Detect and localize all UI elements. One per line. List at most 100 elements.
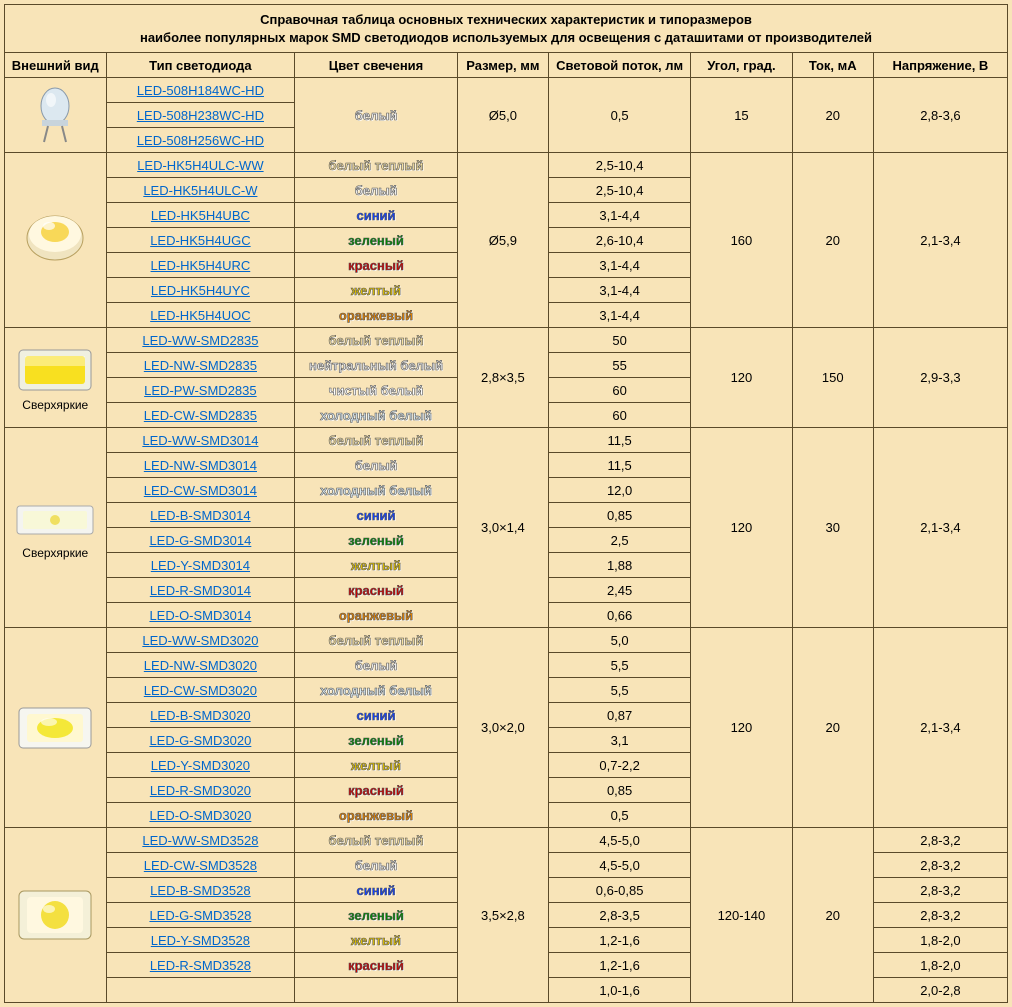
size-cell: 2,8×3,5 — [457, 328, 548, 428]
flux-cell: 3,1-4,4 — [549, 253, 691, 278]
type-cell: LED-PW-SMD2835 — [106, 378, 295, 403]
color-cell: чистый белый — [295, 378, 457, 403]
flux-cell: 0,5 — [549, 803, 691, 828]
color-cell: белый теплый — [295, 628, 457, 653]
current-cell: 20 — [792, 78, 873, 153]
type-cell: LED-Y-SMD3014 — [106, 553, 295, 578]
voltage-cell: 2,8-3,2 — [873, 853, 1007, 878]
color-cell: синий — [295, 503, 457, 528]
size-cell: 3,5×2,8 — [457, 828, 548, 1003]
flux-cell: 2,5-10,4 — [549, 153, 691, 178]
led-type-link[interactable]: LED-B-SMD3014 — [150, 508, 250, 523]
led-type-link[interactable]: LED-CW-SMD3528 — [144, 858, 257, 873]
led-type-link[interactable]: LED-B-SMD3020 — [150, 708, 250, 723]
led-type-link[interactable]: LED-O-SMD3020 — [149, 808, 251, 823]
type-cell: LED-B-SMD3014 — [106, 503, 295, 528]
angle-cell: 120 — [691, 628, 793, 828]
color-label: красный — [348, 958, 404, 973]
led-type-link[interactable]: LED-HK5H4UGC — [150, 233, 250, 248]
color-label: белый — [355, 858, 398, 873]
flux-cell: 11,5 — [549, 428, 691, 453]
led-type-link[interactable]: LED-CW-SMD3020 — [144, 683, 257, 698]
color-label: зеленый — [348, 233, 404, 248]
led-type-link[interactable]: LED-WW-SMD3020 — [142, 633, 258, 648]
led-type-link[interactable]: LED-508H184WC-HD — [137, 83, 264, 98]
color-cell: зеленый — [295, 528, 457, 553]
led-type-link[interactable]: LED-508H238WC-HD — [137, 108, 264, 123]
color-cell: зеленый — [295, 228, 457, 253]
type-cell: LED-NW-SMD3020 — [106, 653, 295, 678]
led-type-link[interactable]: LED-WW-SMD3528 — [142, 833, 258, 848]
led-type-link[interactable]: LED-HK5H4UBC — [151, 208, 250, 223]
table-title: Справочная таблица основных технических … — [5, 5, 1008, 53]
header-size: Размер, мм — [457, 53, 548, 78]
led-type-link[interactable]: LED-WW-SMD3014 — [142, 433, 258, 448]
color-cell: зеленый — [295, 728, 457, 753]
led-type-link[interactable]: LED-B-SMD3528 — [150, 883, 250, 898]
color-label: белый теплый — [328, 433, 423, 448]
type-cell: LED-NW-SMD2835 — [106, 353, 295, 378]
type-cell: LED-WW-SMD3020 — [106, 628, 295, 653]
type-cell: LED-HK5H4ULC-WW — [106, 153, 295, 178]
image-cell — [5, 828, 107, 1003]
flux-cell: 12,0 — [549, 478, 691, 503]
header-current: Ток, мА — [792, 53, 873, 78]
led-type-link[interactable]: LED-R-SMD3020 — [150, 783, 251, 798]
led-type-link[interactable]: LED-O-SMD3014 — [149, 608, 251, 623]
image-cell: Сверхяркие — [5, 328, 107, 428]
led-type-link[interactable]: LED-HK5H4UYC — [151, 283, 250, 298]
led-icon — [7, 883, 104, 947]
led-type-link[interactable]: LED-CW-SMD2835 — [144, 408, 257, 423]
color-cell: синий — [295, 703, 457, 728]
led-type-link[interactable]: LED-G-SMD3014 — [149, 533, 251, 548]
flux-cell: 4,5-5,0 — [549, 828, 691, 853]
led-type-link[interactable]: LED-R-SMD3014 — [150, 583, 251, 598]
color-label: белый — [355, 658, 398, 673]
led-icon — [7, 344, 104, 396]
led-type-link[interactable]: LED-NW-SMD2835 — [144, 358, 257, 373]
color-label: зеленый — [348, 533, 404, 548]
flux-cell: 1,88 — [549, 553, 691, 578]
led-type-link[interactable]: LED-Y-SMD3528 — [151, 933, 250, 948]
flux-cell: 3,1-4,4 — [549, 203, 691, 228]
color-label: оранжевый — [339, 308, 413, 323]
color-cell: белый — [295, 453, 457, 478]
image-cell — [5, 153, 107, 328]
color-label: холодный белый — [320, 683, 432, 698]
color-cell: зеленый — [295, 903, 457, 928]
led-type-link[interactable]: LED-CW-SMD3014 — [144, 483, 257, 498]
led-type-link[interactable]: LED-Y-SMD3014 — [151, 558, 250, 573]
color-label: белый теплый — [328, 833, 423, 848]
led-type-link[interactable]: LED-WW-SMD2835 — [142, 333, 258, 348]
led-type-link[interactable]: LED-NW-SMD3014 — [144, 458, 257, 473]
current-cell: 30 — [792, 428, 873, 628]
led-type-link[interactable]: LED-G-SMD3020 — [149, 733, 251, 748]
led-type-link[interactable]: LED-508H256WC-HD — [137, 133, 264, 148]
color-label: синий — [356, 883, 395, 898]
led-type-link[interactable]: LED-HK5H4UOC — [150, 308, 250, 323]
led-type-link[interactable]: LED-Y-SMD3020 — [151, 758, 250, 773]
flux-cell: 0,5 — [549, 78, 691, 153]
led-type-link[interactable]: LED-R-SMD3528 — [150, 958, 251, 973]
angle-cell: 120-140 — [691, 828, 793, 1003]
voltage-cell: 2,1-3,4 — [873, 428, 1007, 628]
led-type-link[interactable]: LED-G-SMD3528 — [149, 908, 251, 923]
voltage-cell: 1,8-2,0 — [873, 928, 1007, 953]
color-cell: белый — [295, 78, 457, 153]
color-label: белый — [355, 183, 398, 198]
color-cell: желтый — [295, 553, 457, 578]
led-type-link[interactable]: LED-NW-SMD3020 — [144, 658, 257, 673]
size-cell: Ø5,9 — [457, 153, 548, 328]
color-cell: холодный белый — [295, 403, 457, 428]
image-caption: Сверхяркие — [7, 398, 104, 412]
color-label: нейтральный белый — [309, 358, 443, 373]
led-type-link[interactable]: LED-HK5H4URC — [151, 258, 251, 273]
type-cell: LED-Y-SMD3020 — [106, 753, 295, 778]
led-type-link[interactable]: LED-HK5H4ULC-WW — [137, 158, 263, 173]
color-cell: белый теплый — [295, 153, 457, 178]
type-cell: LED-508H256WC-HD — [106, 128, 295, 153]
color-label: оранжевый — [339, 808, 413, 823]
led-type-link[interactable]: LED-HK5H4ULC-W — [143, 183, 257, 198]
current-cell: 20 — [792, 828, 873, 1003]
led-type-link[interactable]: LED-PW-SMD2835 — [144, 383, 256, 398]
